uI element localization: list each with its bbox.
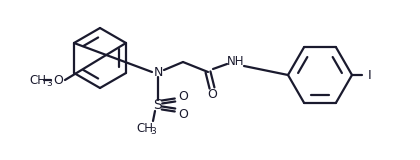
- Text: O: O: [53, 73, 63, 87]
- Text: O: O: [207, 88, 217, 100]
- Text: S: S: [154, 98, 163, 112]
- Text: N: N: [153, 65, 163, 79]
- Text: CH: CH: [136, 123, 153, 136]
- Text: NH: NH: [227, 55, 245, 68]
- Text: O: O: [178, 108, 188, 120]
- Text: O: O: [178, 89, 188, 103]
- Text: 3: 3: [46, 79, 52, 88]
- Text: I: I: [368, 68, 372, 81]
- Text: 3: 3: [150, 128, 156, 136]
- Text: CH: CH: [29, 73, 47, 87]
